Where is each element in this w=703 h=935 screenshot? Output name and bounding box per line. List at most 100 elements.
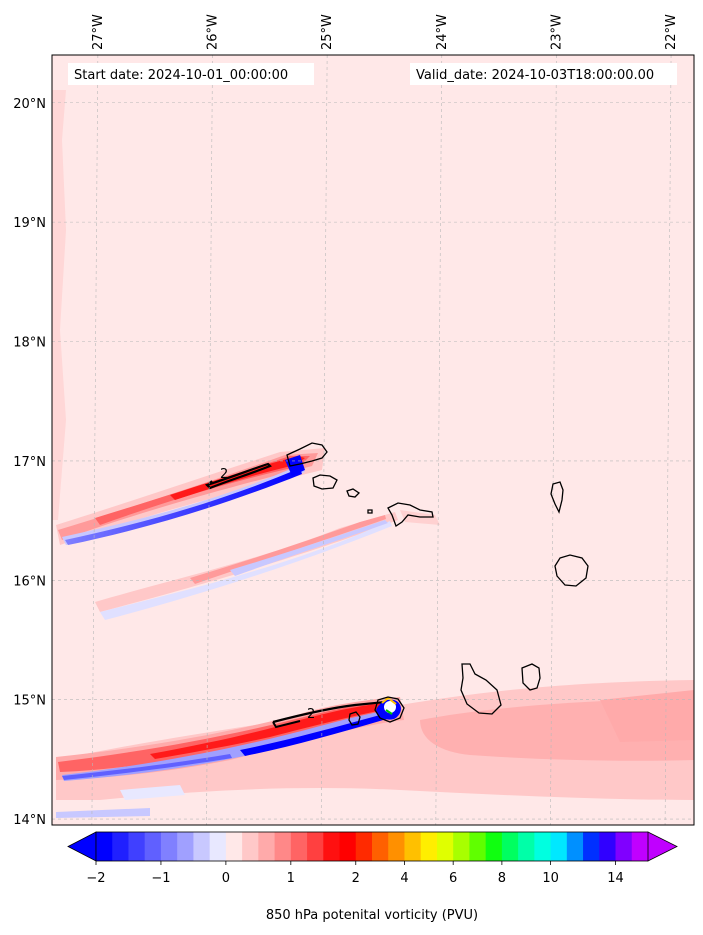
colorbar-segment [615, 832, 633, 861]
colorbar-segment [372, 832, 389, 861]
colorbar-segment [534, 832, 552, 861]
info-boxes: Start date: 2024-10-01_00:00:00 Valid_da… [68, 63, 677, 85]
lon-gridline [550, 54, 557, 826]
island-brava [348, 711, 361, 726]
map-panel: 2 2 [51, 54, 695, 826]
lon-tick-label: 26°W [206, 14, 221, 50]
start-date-label: Start date: 2024-10-01_00:00:00 [74, 68, 288, 83]
colorbar-segment [599, 832, 617, 861]
lat-tick-label: 16°N [13, 574, 46, 589]
lon-gridline [206, 54, 213, 826]
colorbar-extend-min [67, 831, 97, 862]
colorbar-tick-label: 0 [222, 871, 230, 886]
island-santiago [460, 663, 502, 715]
map-frame [51, 54, 695, 826]
colorbar-segment [550, 832, 568, 861]
colorbar-segment [355, 832, 373, 861]
colorbar-segment [485, 832, 503, 861]
pv-field [52, 90, 694, 818]
latitude-tick-labels: 20°N 19°N 18°N 17°N 16°N 15°N 14°N [13, 97, 46, 828]
lon-gridline [320, 54, 328, 826]
south-field [56, 680, 694, 818]
colorbar-segment [225, 832, 243, 861]
valid-date-box [410, 63, 677, 85]
colorbar-segment [307, 832, 324, 861]
colorbar-tick-label: 6 [449, 871, 457, 886]
start-date-box [68, 63, 314, 85]
lat-tick-label: 18°N [13, 336, 46, 351]
lat-tick-label: 17°N [13, 455, 46, 470]
south-band [56, 696, 404, 781]
colorbar-segment [404, 832, 422, 861]
mid-band [95, 510, 440, 620]
lon-tick-label: 24°W [435, 14, 450, 50]
colorbar-label: 850 hPa potenital vorticity (PVU) [266, 908, 478, 923]
lon-gridline [435, 54, 443, 826]
colorbar-segment [112, 832, 129, 861]
colorbar-segment [518, 832, 535, 861]
colorbar-segment [128, 832, 146, 861]
colorbar-segment [583, 832, 600, 861]
colorbar-segment [469, 832, 487, 861]
island-sao-vicente [312, 474, 338, 490]
lon-tick-label: 25°W [320, 14, 335, 50]
colorbar-segment [160, 832, 178, 861]
colorbar-segment [209, 832, 227, 861]
colorbar-segment [566, 832, 584, 861]
island-sao-nicolau [387, 502, 434, 527]
colorbar-segment [258, 832, 276, 861]
valid-date-label: Valid_date: 2024-10-03T18:00:00.00 [416, 68, 654, 83]
lat-tick-label: 20°N [13, 97, 46, 112]
colorbar [67, 831, 678, 862]
lon-tick-label: 27°W [91, 14, 106, 50]
island-santo-antao [286, 442, 328, 467]
north-band [56, 448, 325, 545]
colorbar-segment [177, 832, 194, 861]
colorbar-segment [631, 832, 649, 861]
contour-label: 2 [307, 707, 315, 722]
colorbar-tick-label: 10 [542, 871, 559, 886]
island-santa-luzia [346, 488, 361, 498]
colorbar-segment [436, 832, 454, 861]
island-boa-vista [554, 554, 589, 587]
colorbar-tick-label: 1 [287, 871, 295, 886]
colorbar-segment [144, 832, 162, 861]
colorbar-segment [388, 832, 405, 861]
lat-tick-label: 15°N [13, 694, 46, 709]
lon-gridline [664, 54, 672, 826]
contour-label: 2 [220, 467, 228, 482]
coastlines [286, 442, 589, 726]
colorbar-segment [339, 832, 357, 861]
colorbar-segment [453, 832, 470, 861]
colorbar-segment [501, 832, 519, 861]
longitude-tick-labels: 27°W 26°W 25°W 24°W 23°W 22°W [91, 14, 679, 50]
island-sal [550, 481, 564, 514]
colorbar-segment [323, 832, 341, 861]
colorbar-segment [420, 832, 438, 861]
colorbar-extend-max [647, 831, 678, 862]
colorbar-segment [242, 832, 259, 861]
lon-gridline [91, 54, 99, 826]
colorbar-segment [193, 832, 211, 861]
colorbar-tick-label: 4 [400, 871, 408, 886]
lon-tick-label: 23°W [549, 14, 564, 50]
colorbar-tick-label: 2 [352, 871, 360, 886]
lat-tick-label: 14°N [13, 813, 46, 828]
colorbar-segment [290, 832, 308, 861]
lon-tick-label: 22°W [664, 14, 679, 50]
island-fogo [374, 696, 405, 723]
colorbar-tick-label: −1 [151, 871, 170, 886]
colorbar-tick-label: 8 [498, 871, 506, 886]
colorbar-ticks: −2 −1 0 1 2 4 6 8 10 14 [86, 861, 624, 886]
island-maio [521, 663, 541, 691]
colorbar-frame [95, 831, 649, 862]
lat-tick-label: 19°N [13, 216, 46, 231]
west-edge-shading [52, 90, 66, 520]
colorbar-segment [96, 832, 113, 861]
colorbar-segment [274, 832, 292, 861]
gridlines [52, 54, 694, 826]
colorbar-tick-label: −2 [86, 871, 105, 886]
island-raso [367, 509, 373, 514]
colorbar-tick-label: 14 [607, 871, 624, 886]
